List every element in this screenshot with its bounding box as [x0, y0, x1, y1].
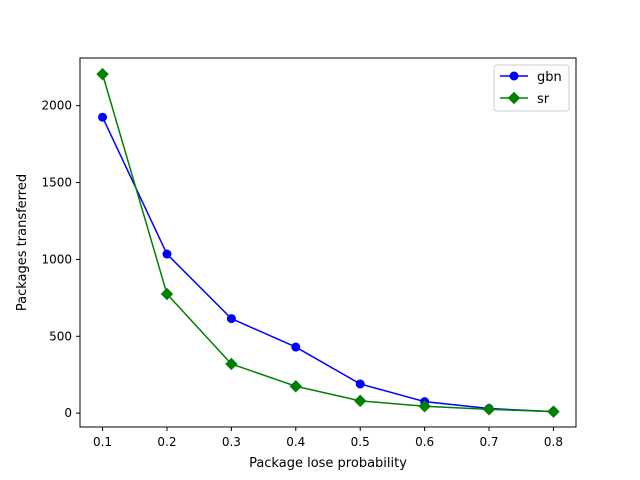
- x-tick-label: 0.1: [93, 435, 112, 449]
- x-axis: 0.1 0.2 0.3 0.4 0.5 0.6 0.7 0.8: [93, 427, 563, 449]
- x-tick-label: 0.8: [544, 435, 563, 449]
- data-point-sr: [289, 380, 302, 393]
- legend-item-gbn: gbn: [500, 70, 562, 85]
- series-gbn: [98, 112, 558, 417]
- legend: gbn sr: [493, 64, 570, 112]
- x-axis-label: Package lose probability: [249, 456, 407, 471]
- x-tick-label: 0.4: [286, 435, 305, 449]
- data-point-gbn: [98, 112, 108, 122]
- plot-frame: [79, 57, 577, 428]
- y-tick-label: 2000: [41, 99, 72, 113]
- data-point-sr: [354, 394, 367, 408]
- y-tick-label: 0: [64, 406, 72, 420]
- legend-marker: [509, 71, 519, 81]
- x-tick-label: 0.2: [157, 435, 176, 449]
- data-point-gbn: [162, 249, 172, 259]
- data-point-gbn: [226, 314, 236, 324]
- y-tick-label: 1500: [41, 176, 72, 190]
- data-point-sr: [96, 67, 109, 81]
- x-tick-label: 0.7: [479, 435, 498, 449]
- data-point-sr: [418, 400, 431, 413]
- legend-label: sr: [537, 92, 550, 107]
- legend-item-sr: sr: [500, 91, 550, 107]
- legend-marker: [507, 91, 521, 105]
- plot-area: [96, 67, 560, 418]
- data-point-sr: [482, 403, 496, 416]
- series-line-gbn: [101, 116, 554, 413]
- data-point-sr: [160, 287, 174, 301]
- data-point-sr: [225, 357, 238, 371]
- data-point-sr: [547, 405, 560, 418]
- y-axis-label: Packages transferred: [15, 174, 30, 311]
- series-line-sr: [101, 73, 554, 413]
- y-tick-label: 500: [49, 329, 72, 343]
- x-tick-label: 0.6: [415, 435, 434, 449]
- x-tick-label: 0.5: [351, 435, 370, 449]
- series-sr: [96, 67, 560, 418]
- data-point-gbn: [355, 379, 365, 389]
- legend-label: gbn: [537, 70, 562, 85]
- y-axis: 0 500 1000 1500 2000: [41, 99, 80, 420]
- y-tick-label: 1000: [41, 252, 72, 266]
- x-tick-label: 0.3: [222, 435, 241, 449]
- data-point-gbn: [291, 342, 301, 352]
